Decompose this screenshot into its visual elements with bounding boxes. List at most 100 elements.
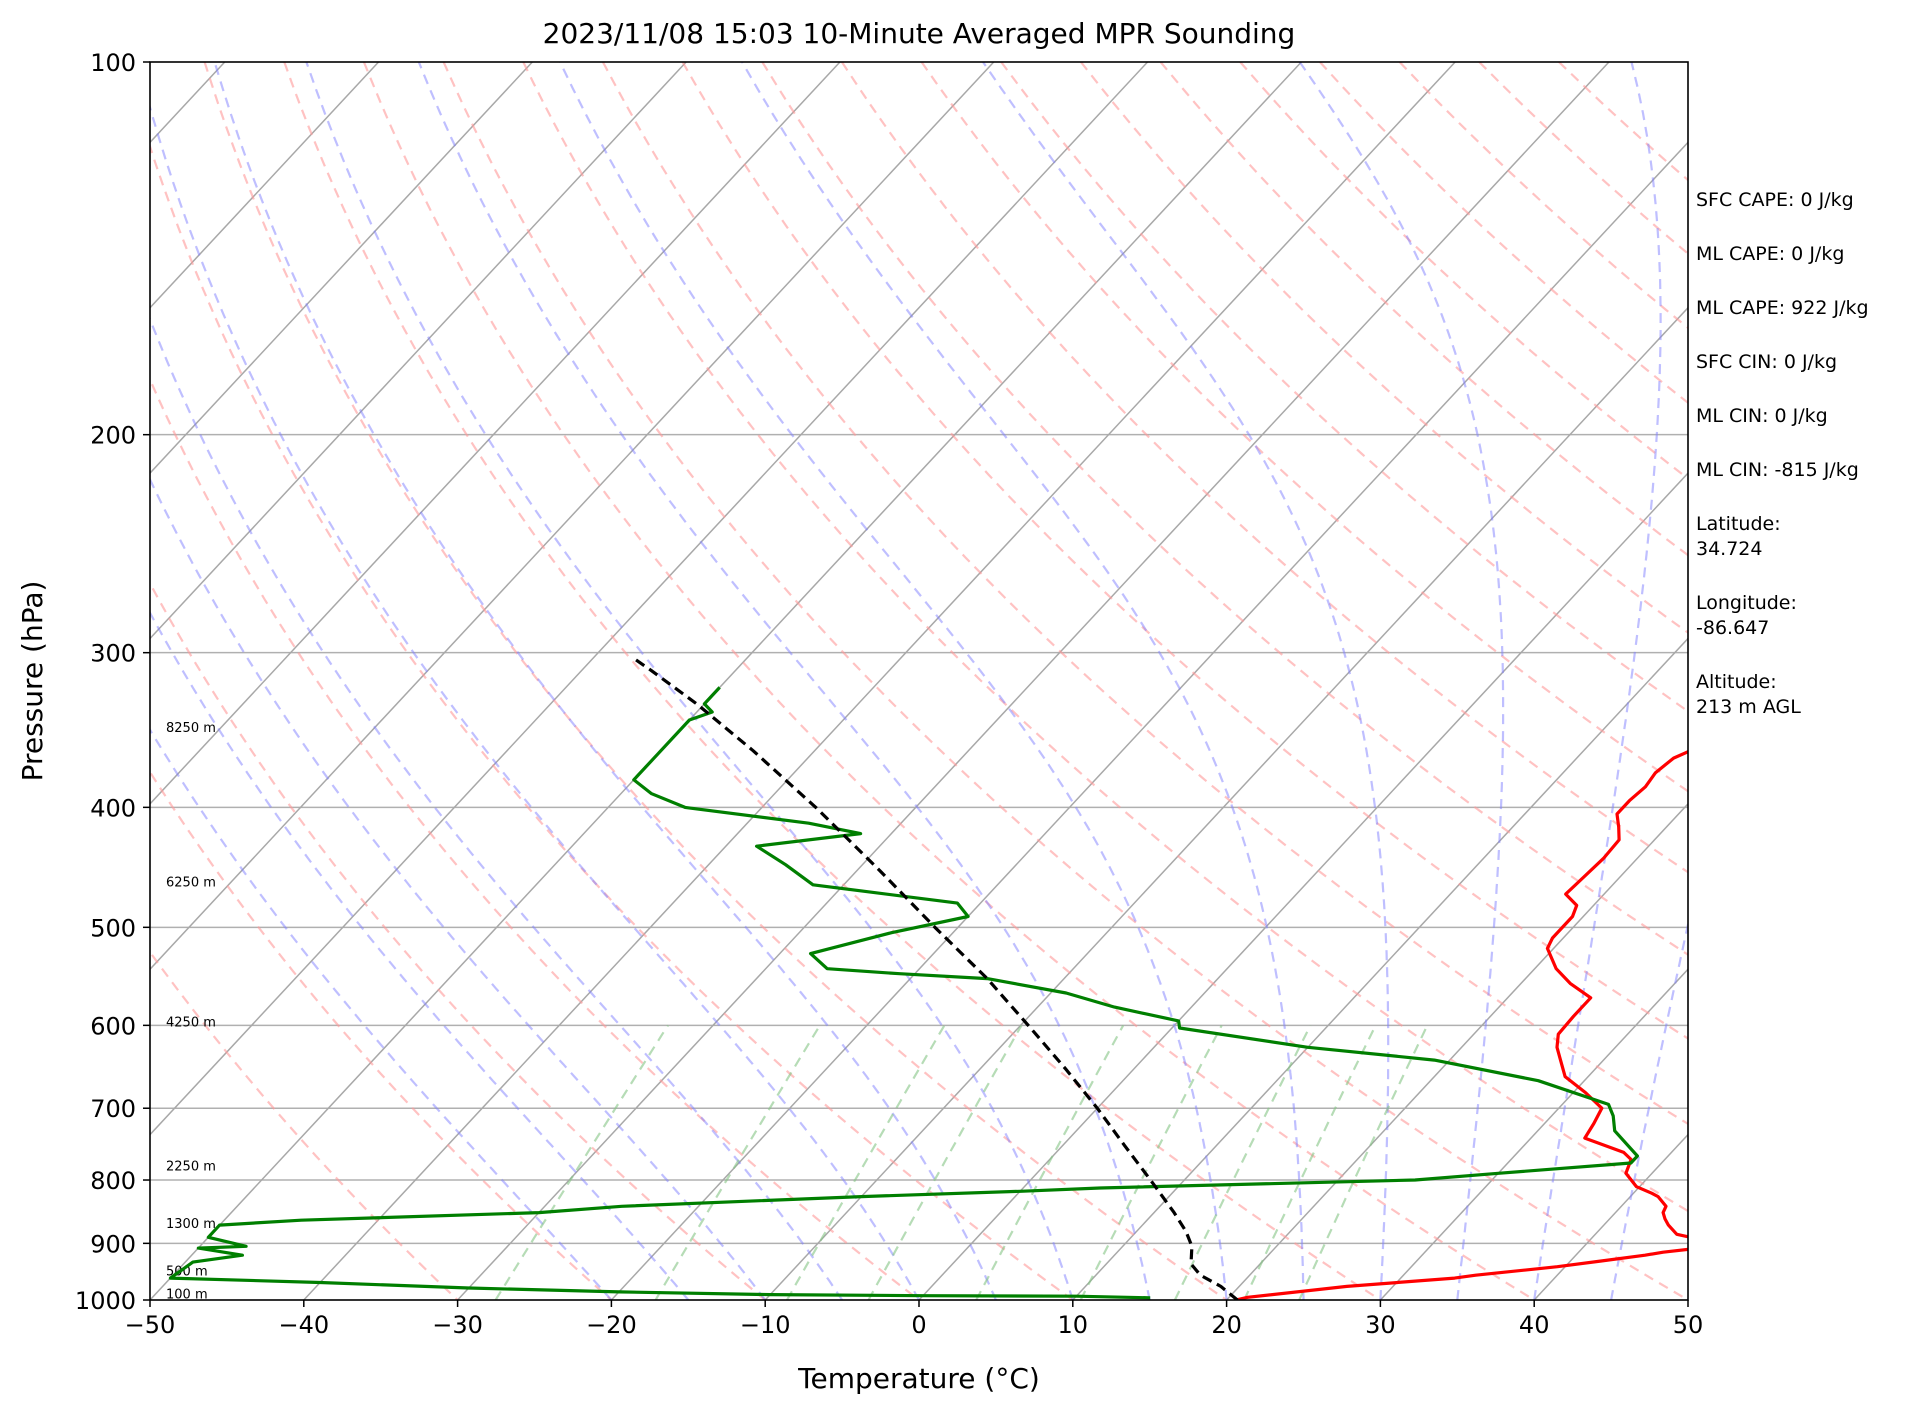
moist-adiabat-line xyxy=(150,316,844,1300)
y-tick-label: 900 xyxy=(90,1230,136,1258)
dry-adiabat-line xyxy=(840,62,1688,874)
parcel-line xyxy=(632,656,1239,1300)
stat-longitude: Longitude: -86.647 xyxy=(1696,592,1797,639)
stat-ml-cape-2: ML CAPE: 922 J/kg xyxy=(1696,297,1869,319)
dry-adiabat-line xyxy=(681,62,1688,1040)
mixing-ratio-line xyxy=(1243,1024,1377,1300)
stat-ml-cin-2: ML CIN: -815 J/kg xyxy=(1696,459,1859,481)
height-label: 4250 m xyxy=(166,1016,216,1031)
axis-ticks: −50 −40 −30 −20 −10 0 10 20 30 40 50 100 200 300 400 50… xyxy=(75,49,1703,1339)
dry-adiabat-line xyxy=(203,62,1228,1300)
moist-adiabat-line xyxy=(305,62,1074,1300)
x-tick-label: −30 xyxy=(432,1311,483,1339)
chart-title: 2023/11/08 15:03 10-Minute Averaged MPR … xyxy=(543,17,1296,50)
isotherm-line xyxy=(918,472,1688,1300)
y-tick-label: 200 xyxy=(90,422,136,450)
mixing-ratio-line xyxy=(1298,1024,1429,1300)
isotherm-line xyxy=(1072,637,1688,1300)
temperature-line xyxy=(1235,750,1688,1300)
stat-sfc-cape: SFC CAPE: 0 J/kg xyxy=(1696,189,1854,211)
moist-adiabat-line xyxy=(150,727,613,1300)
y-tick-label: 400 xyxy=(90,794,136,822)
dry-adiabat-line xyxy=(283,62,1381,1300)
stat-altitude: Altitude: 213 m AGL xyxy=(1696,671,1801,718)
moist-adiabat-line xyxy=(213,62,997,1300)
isotherm-line xyxy=(303,62,1456,1300)
moist-adiabat-line xyxy=(150,610,690,1300)
dry-adiabat-line xyxy=(150,950,459,1300)
dry-adiabat-line xyxy=(522,62,1688,1213)
dry-adiabat-line xyxy=(1159,62,1688,557)
moist-adiabat-line xyxy=(1533,62,1662,1300)
mixing-ratio-line xyxy=(1079,1024,1223,1300)
height-label: 100 m xyxy=(166,1288,208,1303)
mixing-ratio-line xyxy=(494,1024,669,1300)
isotherm-line xyxy=(457,62,1610,1300)
moist-adiabat-line xyxy=(741,62,1305,1300)
mixing-ratio-line xyxy=(1173,1024,1312,1300)
dry-adiabat-line xyxy=(442,62,1688,1300)
dry-adiabat-line xyxy=(362,62,1535,1300)
x-axis-label: Temperature (°C) xyxy=(797,1362,1040,1395)
isotherm-line xyxy=(150,62,841,805)
dry-adiabat-line xyxy=(920,62,1688,793)
y-tick-label: 600 xyxy=(90,1012,136,1040)
stats-panel: SFC CAPE: 0 J/kg ML CAPE: 0 J/kg ML CAPE… xyxy=(1696,188,1906,749)
x-tick-label: 20 xyxy=(1211,1311,1242,1339)
isotherm-line xyxy=(150,62,533,475)
mixing-ratio-line xyxy=(867,1024,1023,1300)
mixing-ratio-line xyxy=(975,1024,1125,1300)
dewpoint-line xyxy=(168,686,1639,1300)
y-axis-label: Pressure (hPa) xyxy=(16,581,49,782)
height-label: 6250 m xyxy=(166,875,216,890)
dry-adiabat-line xyxy=(150,581,766,1300)
background-lines xyxy=(150,62,1688,1300)
isotherm-line xyxy=(610,141,1688,1300)
plot-frame xyxy=(149,61,1689,1301)
dry-adiabat-line xyxy=(1080,62,1688,635)
y-tick-label: 100 xyxy=(90,49,136,77)
isotherm-line xyxy=(150,62,1302,1300)
y-tick-label: 300 xyxy=(90,640,136,668)
x-tick-label: −50 xyxy=(125,1311,176,1339)
x-tick-label: −40 xyxy=(278,1311,329,1339)
dry-adiabat-line xyxy=(601,62,1688,1126)
isotherm-line xyxy=(150,62,687,640)
moist-adiabat-line xyxy=(982,62,1390,1300)
isotherm-line xyxy=(1226,802,1688,1300)
isotherm-line xyxy=(150,62,1149,1136)
isotherm-line xyxy=(764,306,1688,1300)
isotherm-line xyxy=(150,62,995,971)
height-label: 2250 m xyxy=(166,1159,216,1174)
dry-adiabat-line xyxy=(150,376,920,1300)
y-tick-label: 700 xyxy=(90,1095,136,1123)
mixing-ratio-line xyxy=(786,1024,946,1300)
x-tick-label: 10 xyxy=(1058,1311,1089,1339)
moist-adiabat-line xyxy=(1610,919,1688,1300)
x-tick-label: 30 xyxy=(1365,1311,1396,1339)
moist-adiabat-line xyxy=(417,62,1151,1300)
y-tick-label: 1000 xyxy=(75,1287,136,1315)
x-tick-label: −20 xyxy=(586,1311,637,1339)
moist-adiabat-line xyxy=(1298,62,1505,1300)
x-tick-label: 0 xyxy=(911,1311,926,1339)
stat-ml-cin: ML CIN: 0 J/kg xyxy=(1696,405,1828,427)
profile-lines xyxy=(168,656,1688,1300)
dry-adiabat-line xyxy=(150,143,1074,1300)
isotherm-line xyxy=(150,62,380,309)
x-tick-label: 50 xyxy=(1673,1311,1704,1339)
height-label: 8250 m xyxy=(166,721,216,736)
y-tick-label: 500 xyxy=(90,914,136,942)
stat-sfc-cin: SFC CIN: 0 J/kg xyxy=(1696,351,1838,373)
x-tick-label: −10 xyxy=(740,1311,791,1339)
y-tick-label: 800 xyxy=(90,1167,136,1195)
x-tick-label: 40 xyxy=(1519,1311,1550,1339)
dry-adiabat-line xyxy=(1319,62,1688,405)
height-label: 1300 m xyxy=(166,1217,216,1232)
stat-latitude: Latitude: 34.724 xyxy=(1696,513,1781,560)
moist-adiabat-line xyxy=(150,103,920,1300)
mixing-ratio-line xyxy=(654,1024,821,1300)
moist-adiabat-line xyxy=(559,62,1228,1300)
